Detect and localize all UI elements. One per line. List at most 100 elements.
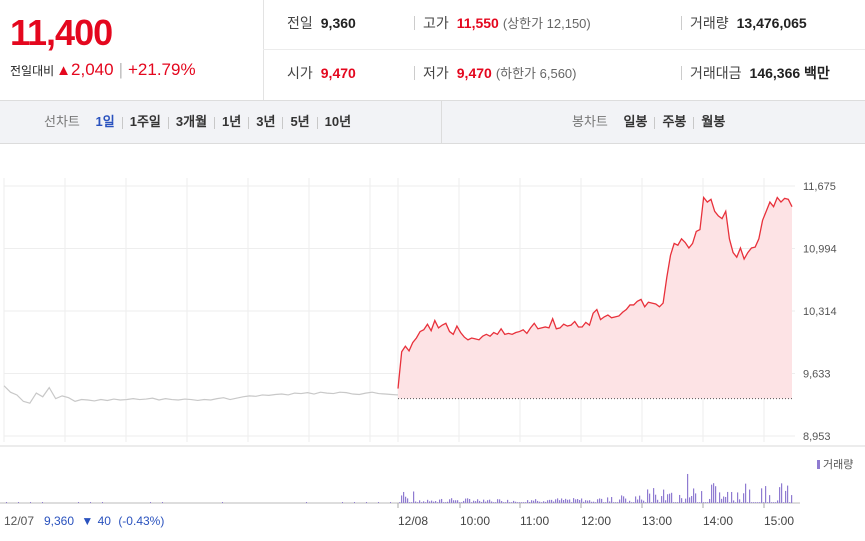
volume-bar bbox=[453, 500, 455, 503]
tab-1w[interactable]: 1주일 bbox=[129, 114, 161, 129]
chart-series bbox=[3, 195, 793, 404]
volume-bar bbox=[90, 502, 91, 503]
prev-day-change: 40 bbox=[98, 514, 112, 528]
x-tick-label: 12/08 bbox=[398, 514, 428, 528]
stat-value: 9,470 bbox=[456, 65, 492, 81]
volume-bar bbox=[651, 502, 653, 503]
volume-bar bbox=[647, 489, 649, 503]
tab-monthly-candle[interactable]: 월봉 bbox=[701, 114, 726, 129]
prev-day-pct: (-0.43%) bbox=[118, 514, 164, 528]
tab-3y[interactable]: 3년 bbox=[256, 114, 276, 129]
volume-bar bbox=[501, 501, 503, 503]
volume-bar bbox=[585, 500, 587, 503]
volume-bar bbox=[30, 502, 31, 503]
tab-10y[interactable]: 10년 bbox=[324, 114, 352, 129]
volume-bar bbox=[423, 501, 425, 503]
volume-bar bbox=[306, 502, 307, 503]
volume-bar bbox=[473, 500, 475, 503]
volume-bar bbox=[741, 502, 743, 503]
stat-low: 저가 9,470 (하한가 6,560) bbox=[414, 50, 577, 99]
volume-bar bbox=[549, 499, 551, 503]
volume-bar bbox=[587, 500, 589, 503]
volume-bar bbox=[735, 502, 737, 503]
volume-bar bbox=[633, 502, 635, 503]
volume-bar bbox=[481, 501, 483, 503]
volume-bar bbox=[543, 501, 545, 503]
current-price: 11,400 bbox=[10, 12, 113, 53]
volume-bar bbox=[689, 497, 691, 503]
stat-label: 거래대금 bbox=[690, 65, 742, 81]
volume-bar bbox=[699, 502, 701, 503]
volume-bar bbox=[102, 502, 103, 503]
volume-bar bbox=[497, 499, 499, 503]
volume-bar bbox=[655, 494, 657, 503]
volume-bar bbox=[613, 502, 615, 503]
volume-bar bbox=[663, 489, 665, 503]
volume-bar bbox=[691, 495, 693, 503]
volume-bar bbox=[425, 502, 427, 503]
volume-bar bbox=[567, 499, 569, 503]
volume-bar bbox=[673, 502, 675, 503]
volume-bar bbox=[733, 500, 735, 503]
tab-daily-candle[interactable]: 일봉 bbox=[623, 114, 648, 129]
volume-bar bbox=[601, 498, 603, 503]
chart-tabs-bar: 선차트 1일 1주일 3개월 1년 3년 5년 10년 봉차트 일봉 주봉 월봉 bbox=[0, 101, 865, 144]
volume-bar bbox=[727, 491, 729, 503]
upper-limit: (상한가 12,150) bbox=[502, 16, 591, 31]
volume-bar bbox=[631, 502, 633, 503]
volume-bar bbox=[517, 502, 519, 503]
tab-1y[interactable]: 1년 bbox=[222, 114, 242, 129]
tab-weekly-candle[interactable]: 주봉 bbox=[662, 114, 687, 129]
volume-bar bbox=[495, 502, 497, 503]
volume-bar bbox=[509, 502, 511, 503]
volume-bar bbox=[378, 502, 379, 503]
volume-bar bbox=[479, 500, 481, 503]
divider bbox=[316, 116, 318, 129]
stat-value: 9,470 bbox=[320, 65, 356, 81]
volume-bar bbox=[579, 499, 581, 503]
stat-label: 거래량 bbox=[690, 15, 729, 31]
volume-bar bbox=[439, 499, 441, 503]
volume-bar bbox=[729, 502, 731, 503]
volume-bar bbox=[417, 502, 419, 503]
volume-bar bbox=[763, 502, 765, 503]
volume-bar bbox=[597, 499, 599, 503]
volume-bar bbox=[739, 499, 741, 503]
tab-3m[interactable]: 3개월 bbox=[175, 114, 208, 129]
volume-bar bbox=[559, 500, 561, 503]
divider bbox=[414, 66, 415, 80]
volume-bar bbox=[711, 484, 713, 503]
volume-bar bbox=[537, 500, 539, 503]
tab-5y[interactable]: 5년 bbox=[290, 114, 310, 129]
volume-bar bbox=[661, 496, 663, 503]
volume-bar bbox=[621, 495, 623, 503]
volume-bar bbox=[777, 500, 779, 503]
divider bbox=[654, 116, 656, 129]
stat-value: 146,366 bbox=[749, 65, 801, 81]
volume-bar bbox=[575, 499, 577, 503]
volume-bar bbox=[463, 500, 465, 503]
volume-bar bbox=[787, 485, 789, 503]
volume-bar bbox=[611, 497, 613, 503]
volume-bar bbox=[745, 483, 747, 503]
volume-bar bbox=[431, 500, 433, 503]
volume-bar bbox=[354, 502, 355, 503]
volume-bar bbox=[775, 502, 777, 503]
volume-bar bbox=[627, 502, 629, 503]
volume-bar bbox=[342, 502, 343, 503]
stat-trade-amount: 거래대금 146,366 백만 bbox=[681, 50, 830, 99]
volume-bar bbox=[667, 494, 669, 503]
volume-bar bbox=[629, 500, 631, 503]
volume-bars bbox=[6, 473, 793, 503]
volume-bar bbox=[545, 501, 547, 503]
volume-bar bbox=[683, 502, 685, 503]
volume-legend-swatch bbox=[817, 460, 820, 469]
tab-1d[interactable]: 1일 bbox=[95, 114, 115, 129]
change-value: 2,040 bbox=[71, 60, 114, 79]
y-tick-label: 9,633 bbox=[803, 369, 831, 381]
volume-bar bbox=[659, 502, 661, 503]
volume-bar bbox=[779, 487, 781, 503]
line-chart-tabs: 선차트 1일 1주일 3개월 1년 3년 5년 10년 bbox=[44, 101, 351, 143]
volume-bar bbox=[705, 502, 707, 503]
lower-limit: (하한가 6,560) bbox=[495, 66, 577, 81]
